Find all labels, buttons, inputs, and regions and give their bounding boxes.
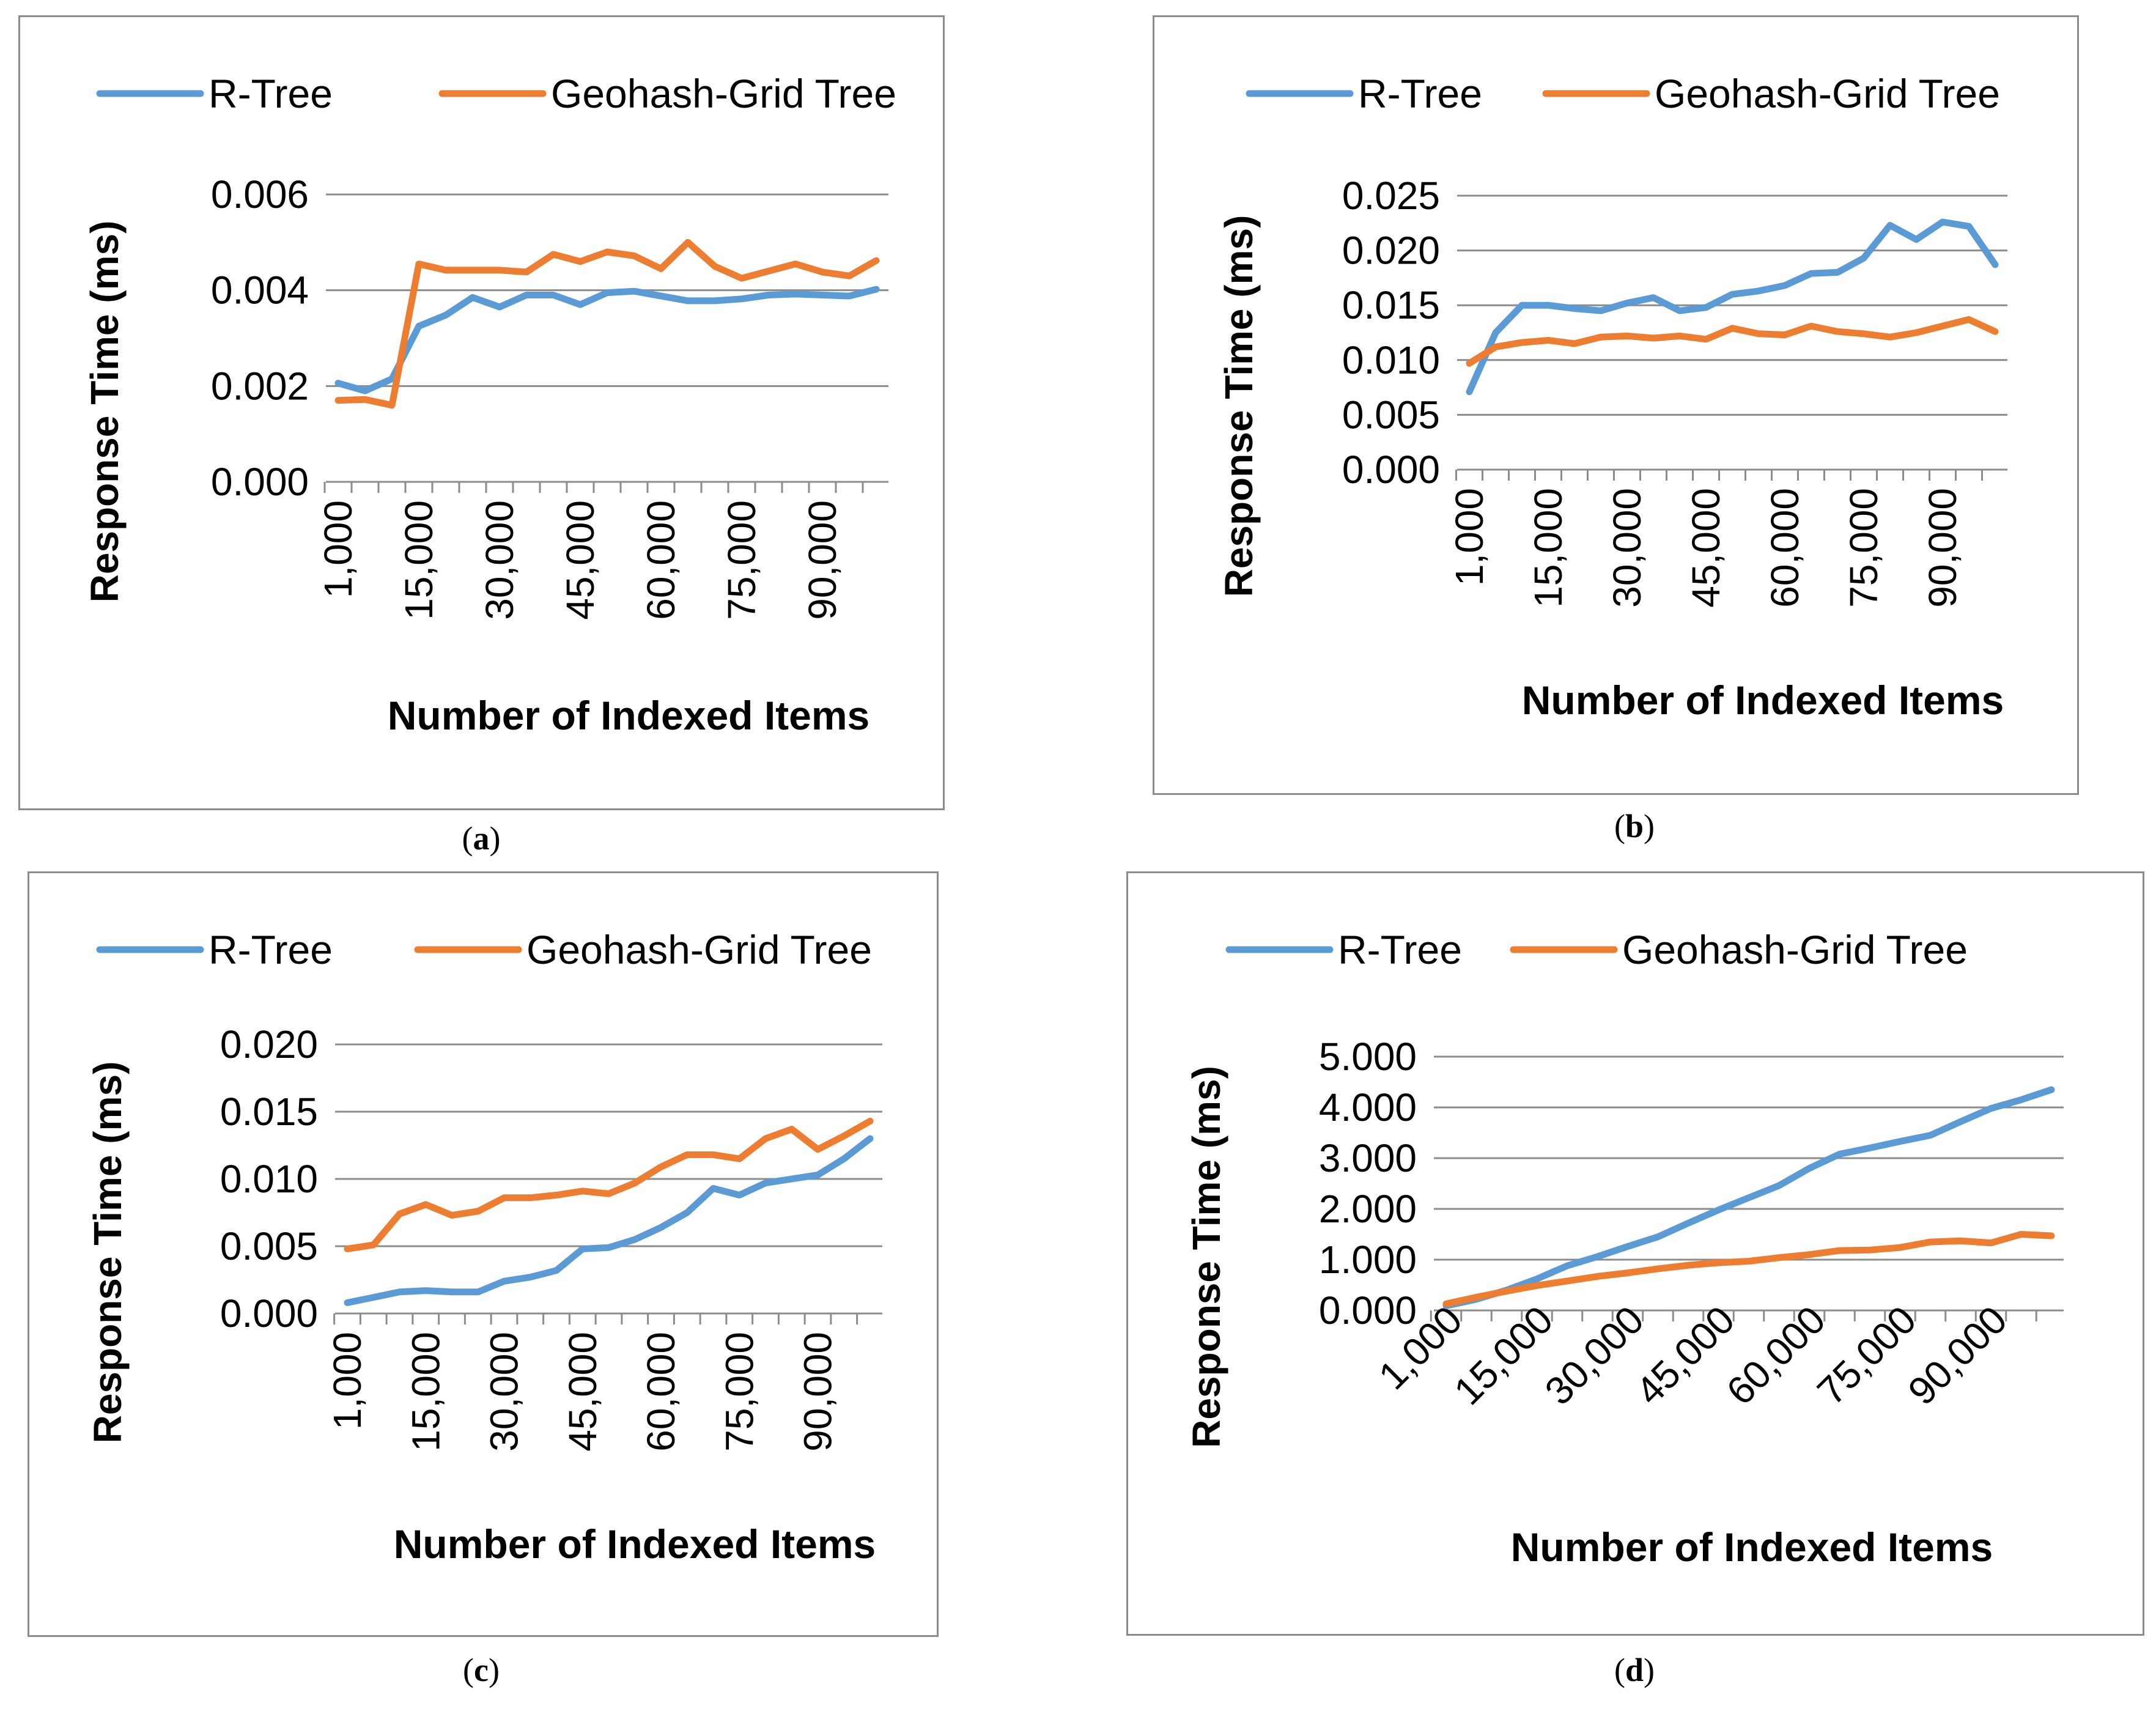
x-axis-label: Number of Indexed Items — [394, 1521, 876, 1567]
chart-a-svg: 0.000 0.002 0.004 0.006 1,000 15,000 30,000 45,… — [83, 71, 896, 738]
chart-b-svg: 0.000 0.005 0.010 0.015 0.020 0.025 1,000 15,00… — [1217, 71, 2007, 723]
x-tick-label: 45,000 — [558, 500, 602, 620]
x-tick-label: 60,000 — [1763, 488, 1807, 608]
y-tick-label: 0.000 — [211, 460, 309, 504]
caption-c: (c) — [463, 1652, 500, 1688]
x-axis-label: Number of Indexed Items — [1511, 1524, 1993, 1570]
x-tick-label: 1,000 — [325, 1332, 369, 1430]
x-tick-label: 15,000 — [1526, 488, 1570, 608]
y-tick-label: 0.004 — [211, 268, 309, 312]
x-axis-label: Number of Indexed Items — [1522, 678, 2004, 723]
x-tick-label: 75,000 — [1809, 1298, 1924, 1413]
x-tick-label: 45,000 — [561, 1332, 605, 1452]
y-tick-label: 0.010 — [1342, 338, 1440, 382]
y-axis-label: Response Time (ms) — [83, 221, 127, 603]
y-tick-label: 2.000 — [1319, 1187, 1417, 1231]
y-tick-label: 0.010 — [220, 1157, 318, 1201]
x-tick-label: 90,000 — [1921, 488, 1965, 608]
x-tick-label: 30,000 — [1537, 1298, 1652, 1413]
caption-a: (a) — [462, 820, 501, 857]
x-tick-label: 15,000 — [1445, 1298, 1561, 1413]
x-tick-label: 30,000 — [478, 500, 522, 620]
legend-label: R-Tree — [209, 927, 333, 972]
legend-label: R-Tree — [1358, 71, 1482, 116]
series-line-geohash-grid-tree — [1466, 316, 1999, 367]
x-tick-label: 30,000 — [1605, 488, 1649, 608]
x-axis-label: Number of Indexed Items — [388, 693, 870, 738]
series-line-geohash-grid-tree — [344, 1117, 874, 1252]
caption-d: (d) — [1614, 1652, 1655, 1688]
y-tick-label: 0.000 — [220, 1291, 318, 1335]
series-line-geohash-grid-tree — [334, 238, 880, 409]
x-tick-label: 1,000 — [316, 500, 360, 598]
legend-label: Geohash-Grid Tree — [1622, 927, 1968, 972]
y-tick-label: 3.000 — [1319, 1136, 1417, 1180]
series-line-r-tree — [1442, 1086, 2055, 1309]
y-tick-label: 0.000 — [1319, 1288, 1417, 1332]
series-line-r-tree — [334, 286, 880, 394]
y-tick-label: 4.000 — [1319, 1085, 1417, 1129]
x-tick-label: 90,000 — [1900, 1298, 2015, 1413]
x-tick-label: 45,000 — [1684, 488, 1728, 608]
y-tick-label: 0.006 — [211, 172, 309, 216]
chart-c-svg: 0.000 0.005 0.010 0.015 0.020 1,000 15,000 30,0… — [86, 927, 882, 1567]
legend-label: Geohash-Grid Tree — [526, 927, 872, 972]
x-tick-label: 90,000 — [796, 1332, 840, 1452]
caption-b: (b) — [1614, 808, 1655, 844]
y-tick-label: 0.002 — [211, 364, 309, 408]
x-tick-label: 60,000 — [639, 1332, 683, 1452]
y-axis-label: Response Time (ms) — [86, 1062, 130, 1444]
x-tick-label: 60,000 — [1718, 1298, 1834, 1413]
x-tick-label: 90,000 — [800, 500, 844, 620]
legend-label: Geohash-Grid Tree — [551, 71, 896, 116]
x-tick-label: 75,000 — [1842, 488, 1886, 608]
y-tick-label: 0.005 — [220, 1224, 318, 1268]
y-axis-label: Response Time (ms) — [1217, 215, 1261, 597]
x-tick-label: 60,000 — [639, 500, 683, 620]
x-tick-label: 15,000 — [397, 500, 441, 620]
chart-panel-b: 0.000 0.005 0.010 0.015 0.020 0.025 1,000 15,00… — [1153, 15, 2079, 795]
y-tick-label: 1.000 — [1319, 1238, 1417, 1282]
legend-label: Geohash-Grid Tree — [1655, 71, 2000, 116]
y-tick-label: 0.015 — [1342, 283, 1440, 327]
chart-d-svg: 0.0001.0002.0003.0004.0005.0001,00015,00… — [1184, 927, 2064, 1570]
x-tick-label: 75,000 — [720, 500, 764, 620]
y-tick-label: 0.020 — [220, 1022, 318, 1066]
series-line-r-tree — [344, 1135, 874, 1306]
y-tick-label: 0.020 — [1342, 229, 1440, 273]
series-line-r-tree — [1466, 218, 1999, 396]
x-tick-label: 1,000 — [1447, 488, 1491, 586]
x-tick-label: 15,000 — [404, 1332, 448, 1452]
y-axis-label: Response Time (ms) — [1184, 1066, 1228, 1448]
chart-panel-d: 0.000 1.000 2.000 3.000 4.000 5.000 1,000 15,00… — [1126, 871, 2144, 1636]
y-tick-label: 0.025 — [1342, 174, 1440, 218]
y-tick-label: 0.000 — [1342, 448, 1440, 492]
chart-panel-a: 0.000 0.002 0.004 0.006 1,000 15,000 30,000 45,… — [18, 15, 945, 810]
legend-label: R-Tree — [209, 71, 333, 116]
legend-label: R-Tree — [1338, 927, 1462, 972]
series-line-geohash-grid-tree — [1442, 1231, 2055, 1307]
x-tick-label: 75,000 — [717, 1332, 761, 1452]
y-tick-label: 5.000 — [1319, 1035, 1417, 1079]
y-tick-label: 0.005 — [1342, 393, 1440, 437]
x-tick-label: 30,000 — [482, 1332, 526, 1452]
chart-panel-c: 0.000 0.005 0.010 0.015 0.020 1,000 15,000 30,0… — [28, 871, 939, 1637]
x-tick-label: 45,000 — [1627, 1298, 1743, 1413]
y-tick-label: 0.015 — [220, 1090, 318, 1134]
